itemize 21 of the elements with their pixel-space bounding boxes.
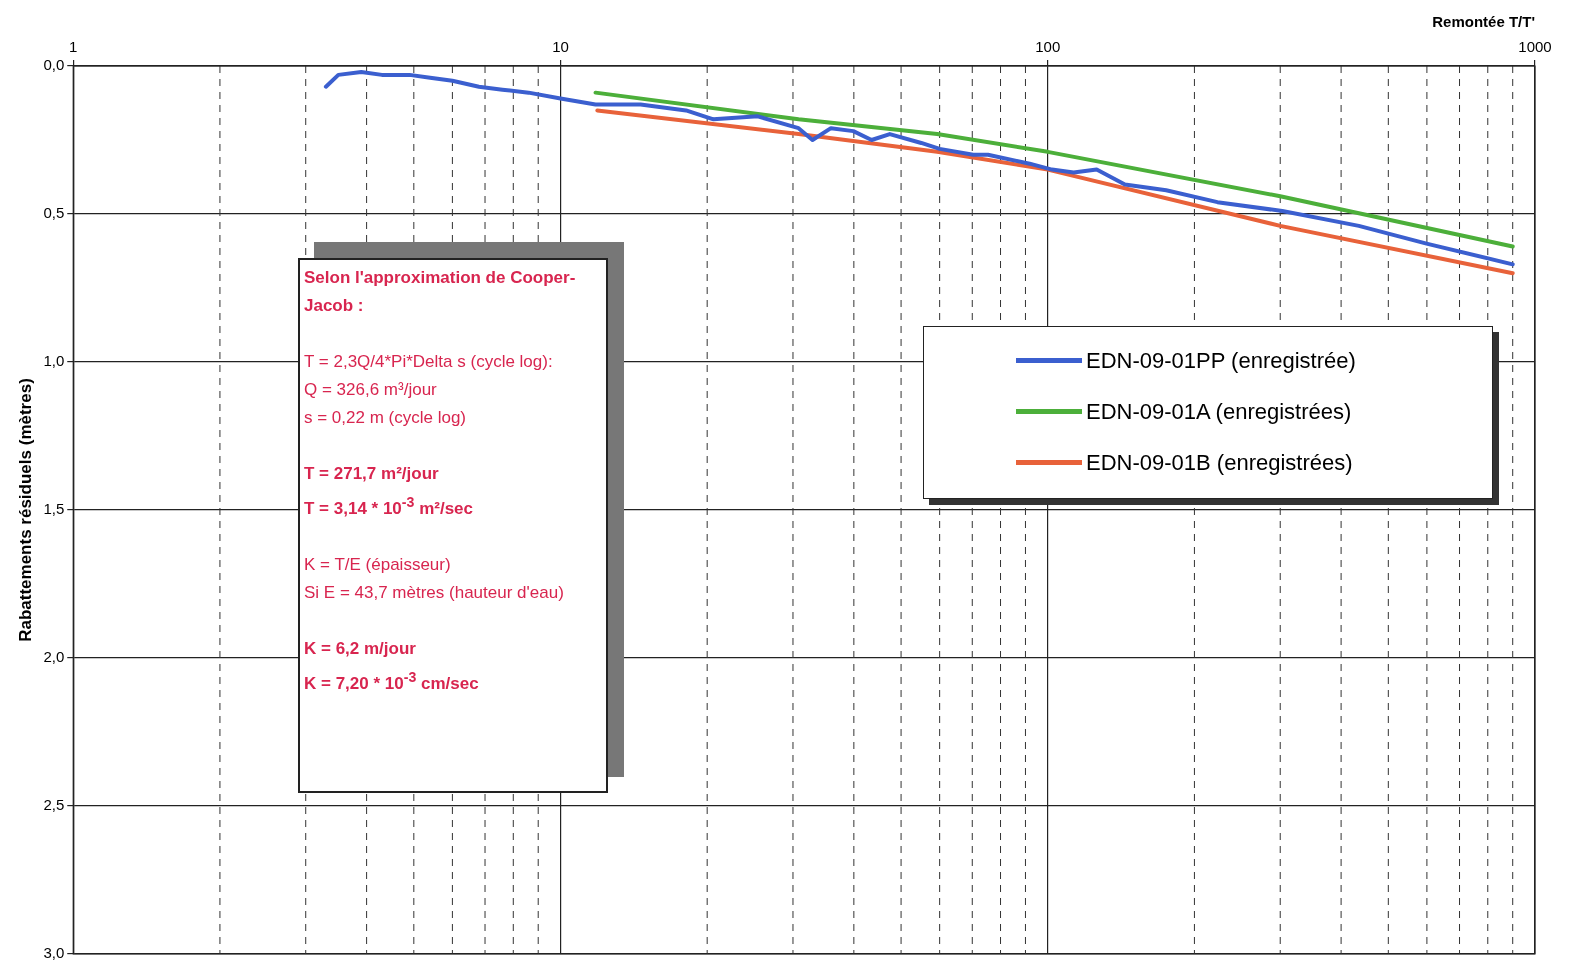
x-tick-label: 1 <box>69 38 78 56</box>
y-tick-label: 2,5 <box>43 796 65 814</box>
annotation: T = 2,3Q/4*Pi*Delta s (cycle log): Q = 326,6 m³/jour s = 0,22 m (cycle log) <box>304 351 554 429</box>
y-tick-label: 0,0 <box>43 56 65 74</box>
annotation: Selon l'approximation de Cooper-Jacob : <box>304 267 577 317</box>
x-tick-label: 10 <box>552 38 569 56</box>
y-tick-label: 3,0 <box>43 944 65 962</box>
annotation: K = 6,2 m/jour K = 7,20 * 10$^{-3}$ cm/sec <box>304 637 480 695</box>
legend-label: EDN-09-01B (enregistrées) <box>1086 449 1353 476</box>
annotation: K = T/E (épaisseur) Si E = 43,7 mètres (hauteur d'eau) <box>304 553 565 604</box>
legend-label: EDN-09-01PP (enregistrée) <box>1086 347 1356 374</box>
y-axis-title: Rabattements résiduels (mètres) <box>15 378 35 642</box>
y-tick-label: 1,5 <box>43 500 65 518</box>
y-tick-label: 2,0 <box>43 648 65 666</box>
y-tick-label: 0,5 <box>43 204 65 222</box>
x-tick-label: 1000 <box>1518 38 1552 56</box>
y-tick-label: 1,0 <box>43 352 65 370</box>
x-axis-title: Remontée T/T' <box>1432 13 1535 31</box>
annotation: T = 271,7 m²/jour T = 3,14 * 10$^{-3}$ m²/sec <box>304 463 474 520</box>
legend-label: EDN-09-01A (enregistrées) <box>1086 398 1352 425</box>
x-tick-label: 100 <box>1035 38 1061 56</box>
